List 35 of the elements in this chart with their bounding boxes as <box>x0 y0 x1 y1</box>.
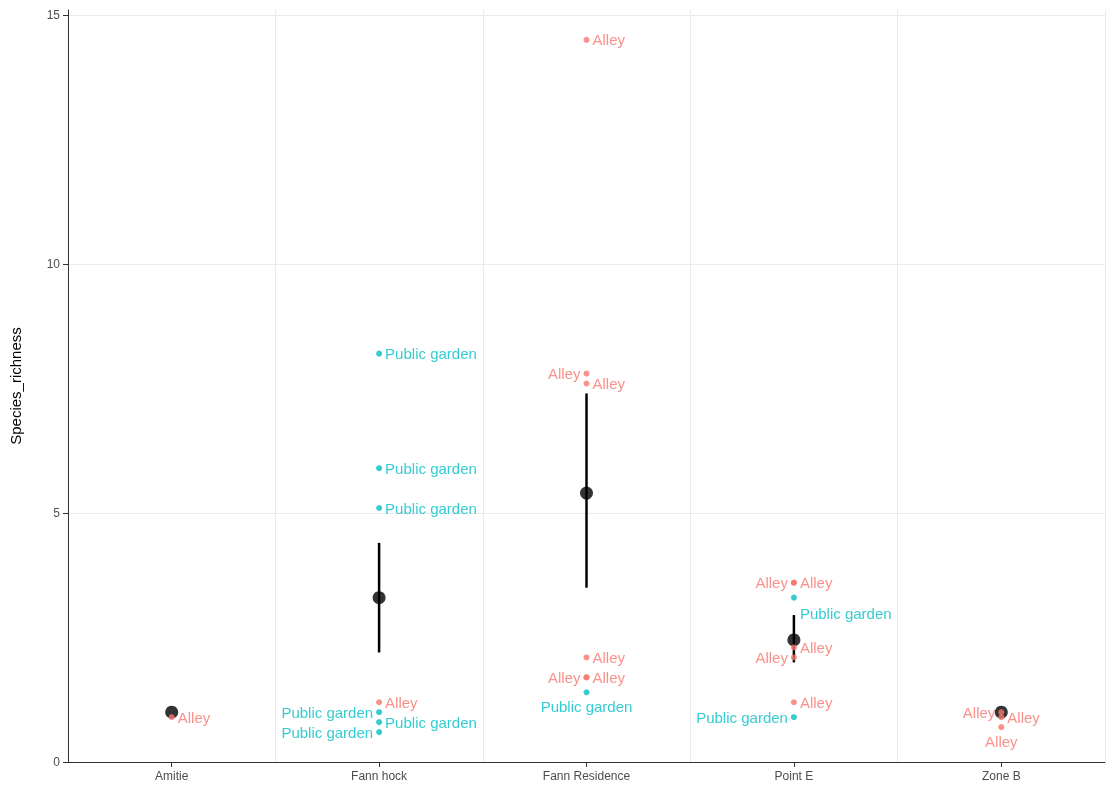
y-tick-label: 5 <box>53 505 61 520</box>
x-tick-label: Zone B <box>981 769 1021 783</box>
series-label: Public garden <box>385 345 477 363</box>
text: Public garden <box>281 723 374 741</box>
x-tick-label: Fann Residence <box>542 769 631 783</box>
y-tick-label: 15 <box>46 7 61 22</box>
text: Alley <box>755 648 788 666</box>
x-tick-label: Fann hock <box>351 769 409 783</box>
text: Alley <box>592 668 626 686</box>
text: Alley <box>799 693 833 711</box>
text: Alley <box>547 668 581 686</box>
text: Public garden <box>385 459 477 477</box>
text: Alley <box>799 638 833 656</box>
text: Alley <box>962 703 996 721</box>
text: Public garden <box>540 697 633 715</box>
series-label: Alley <box>177 708 211 726</box>
text: Alley <box>1007 708 1040 726</box>
text: Alley <box>547 365 581 383</box>
y-axis-title: Species_richness <box>7 327 24 445</box>
x-tick-label: Point E <box>774 769 814 783</box>
text: Public garden <box>696 708 788 726</box>
text: Alley <box>592 375 626 393</box>
text: Alley <box>755 574 788 592</box>
x-tick-label: Amitie <box>155 769 189 783</box>
text: Alley <box>985 732 1018 750</box>
text: Public garden <box>281 703 374 721</box>
text: Alley <box>799 574 833 592</box>
text: Alley <box>592 648 626 666</box>
text: Public garden <box>385 713 477 731</box>
text: Alley <box>385 693 418 711</box>
y-tick-label: 0 <box>53 755 61 769</box>
y-tick-label: 10 <box>46 256 61 271</box>
text: Public garden <box>799 605 892 623</box>
text: Alley <box>592 31 626 49</box>
text: Public garden <box>385 499 477 517</box>
